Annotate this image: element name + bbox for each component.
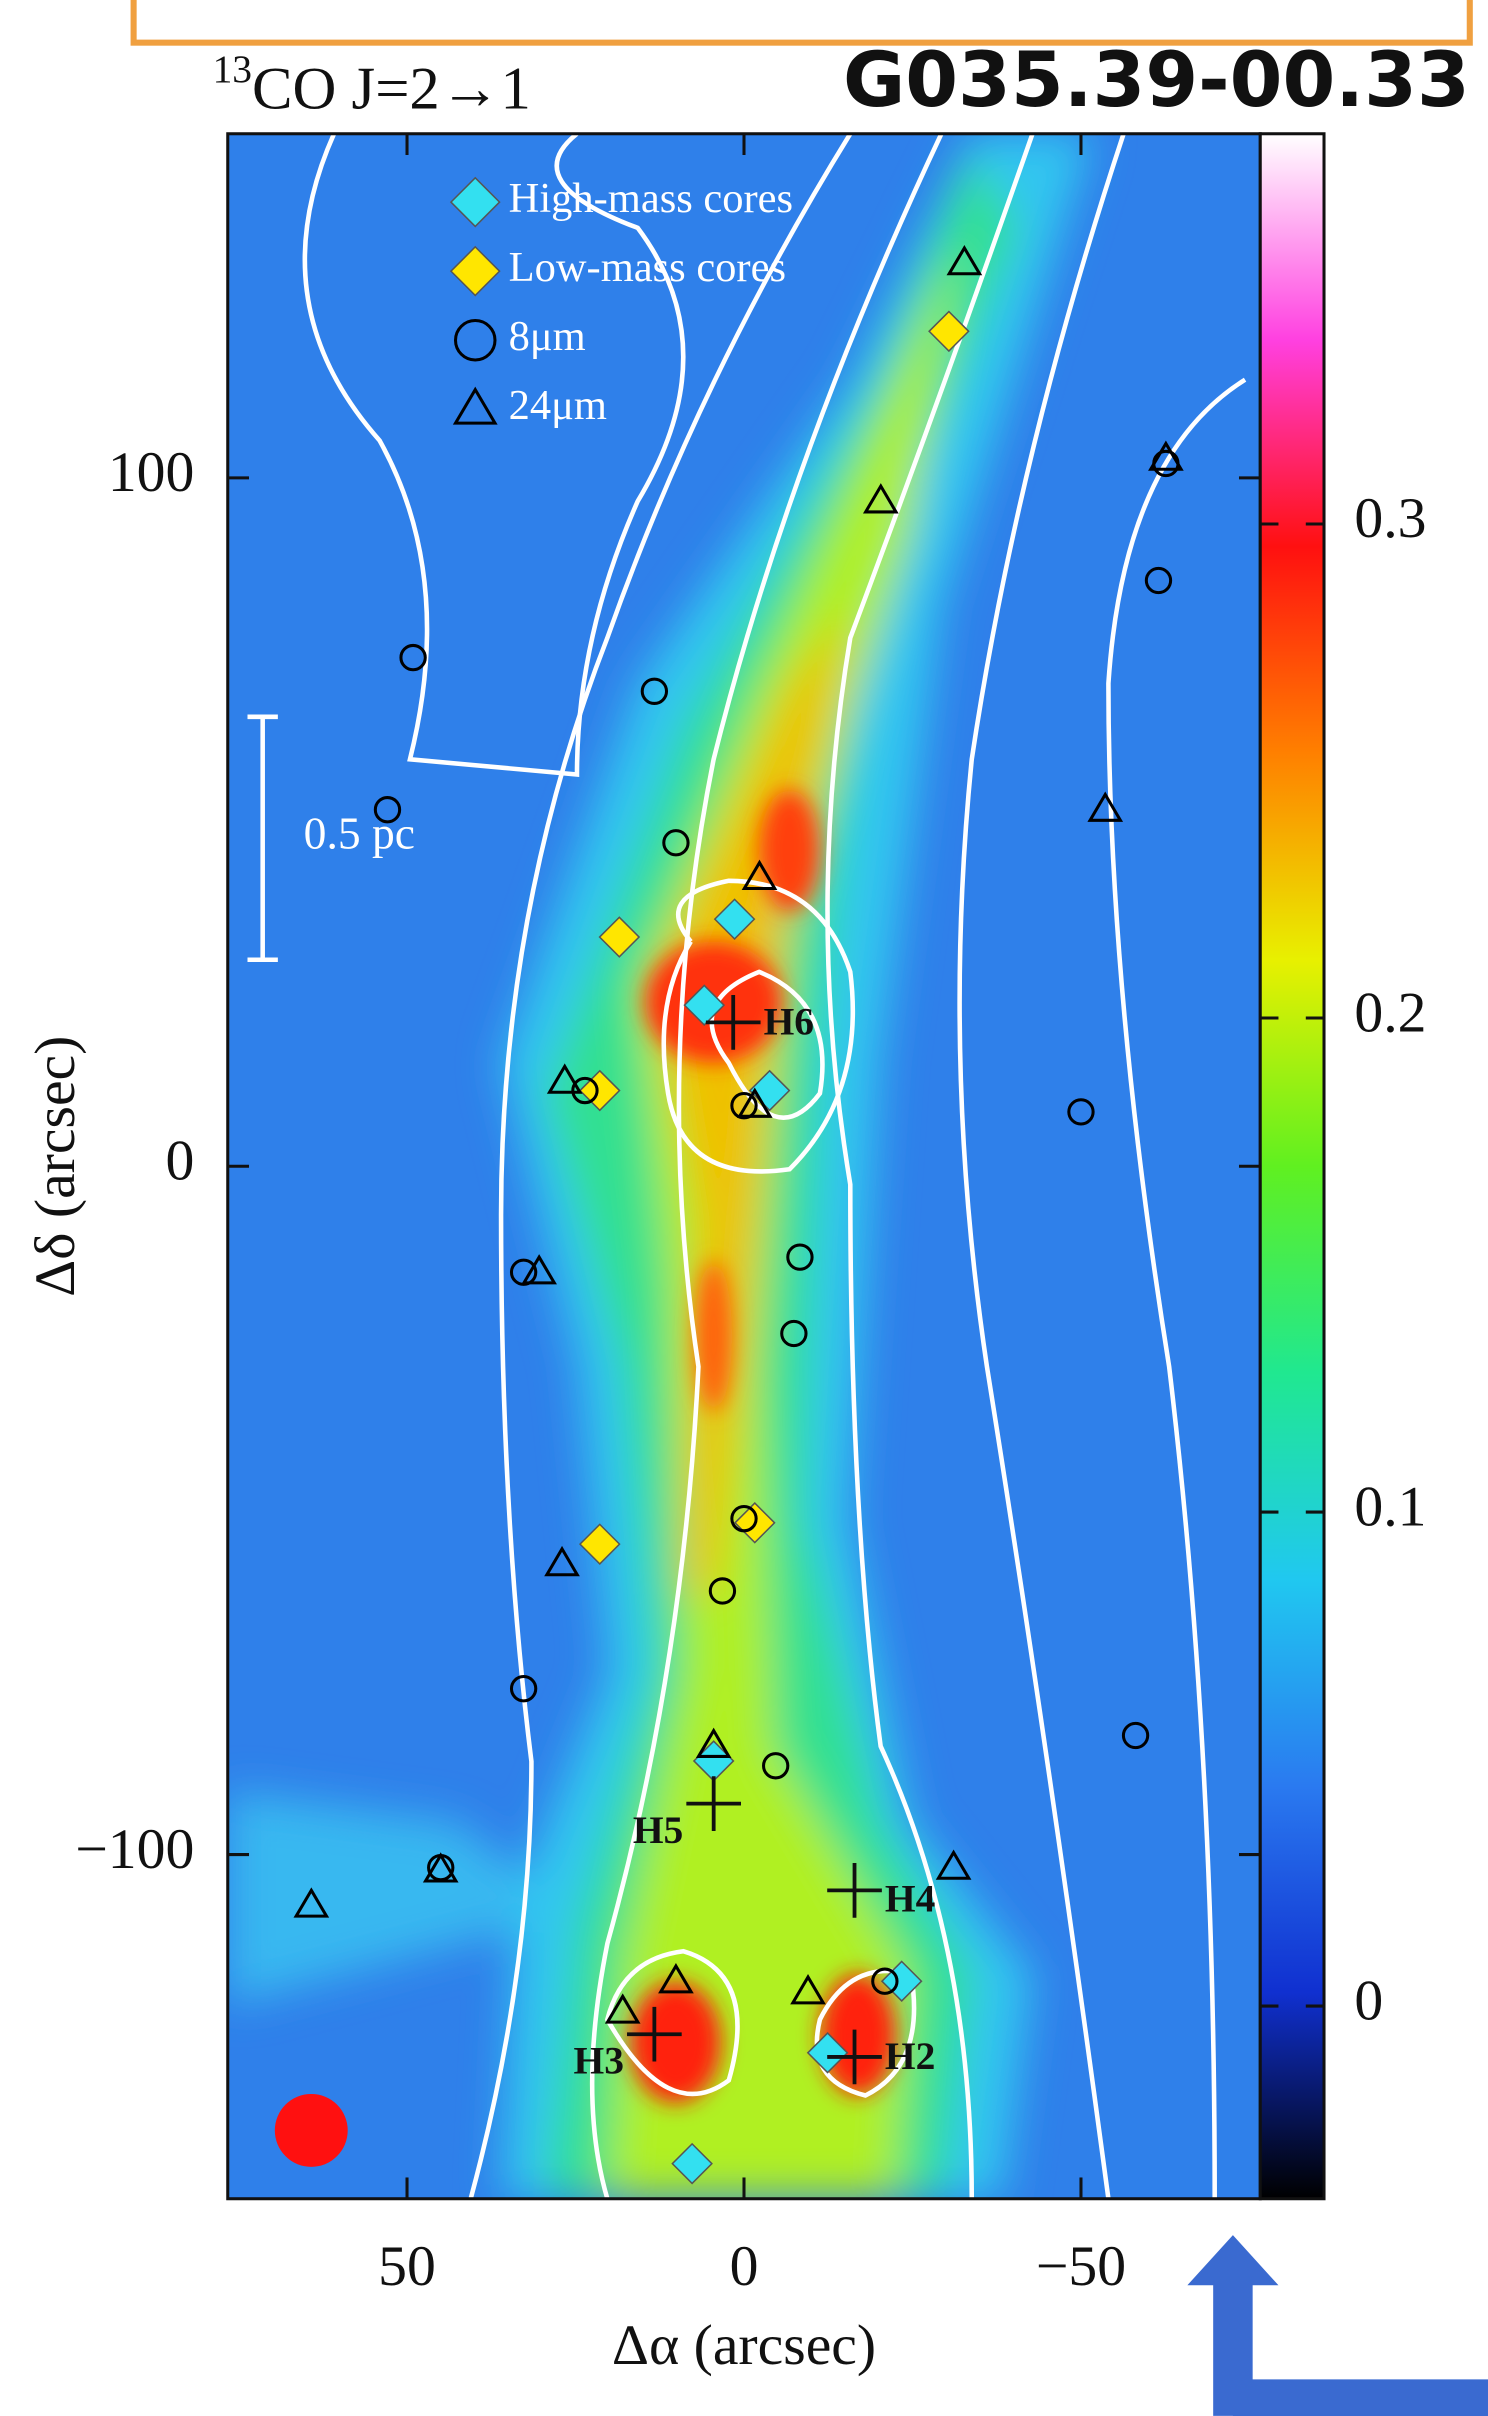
arrow [1233, 2278, 1488, 2416]
x-tick-label: 0 [730, 2235, 759, 2298]
cross-label: H4 [885, 1877, 935, 1921]
x-tick-label: −50 [1036, 2235, 1126, 2298]
cross-label: H3 [574, 2039, 624, 2083]
arrow-head [1187, 2235, 1278, 2285]
colorbar-tick-label: 0.1 [1354, 1475, 1426, 1538]
intensity-map [228, 134, 1260, 2199]
cross-label: H2 [885, 2034, 935, 2078]
legend-label: High-mass cores [509, 175, 793, 222]
chart: 0.5 pc 13CO J=2→1 G035.39-00.33 Δα (arcs… [0, 0, 1488, 2416]
chart-title: G035.39-00.33 [843, 36, 1470, 124]
colorbar-tick-label: 0.2 [1354, 981, 1426, 1044]
colorbar [1260, 134, 1324, 2199]
cross-label: H5 [633, 1808, 683, 1852]
beam [275, 2094, 348, 2167]
y-tick-label: 100 [108, 441, 195, 504]
legend-label: 8μm [509, 313, 586, 360]
x-axis-label: Δα (arcsec) [612, 2314, 876, 2377]
isotope: 13 [213, 47, 252, 91]
molecule: CO J=2→1 [252, 55, 531, 122]
y-axis-label: Δδ (arcsec) [24, 1036, 87, 1297]
colorbar-tick-label: 0 [1354, 1969, 1383, 2032]
cross-label: H6 [764, 999, 814, 1043]
line-label: 13CO J=2→1 [213, 47, 531, 122]
legend-label: 24μm [509, 382, 607, 429]
y-tick-label: −100 [75, 1818, 194, 1881]
colorbar-tick-label: 0.3 [1354, 487, 1426, 550]
x-tick-label: 50 [378, 2235, 436, 2298]
y-tick-label: 0 [166, 1129, 195, 1192]
legend-label: Low-mass cores [509, 244, 786, 291]
